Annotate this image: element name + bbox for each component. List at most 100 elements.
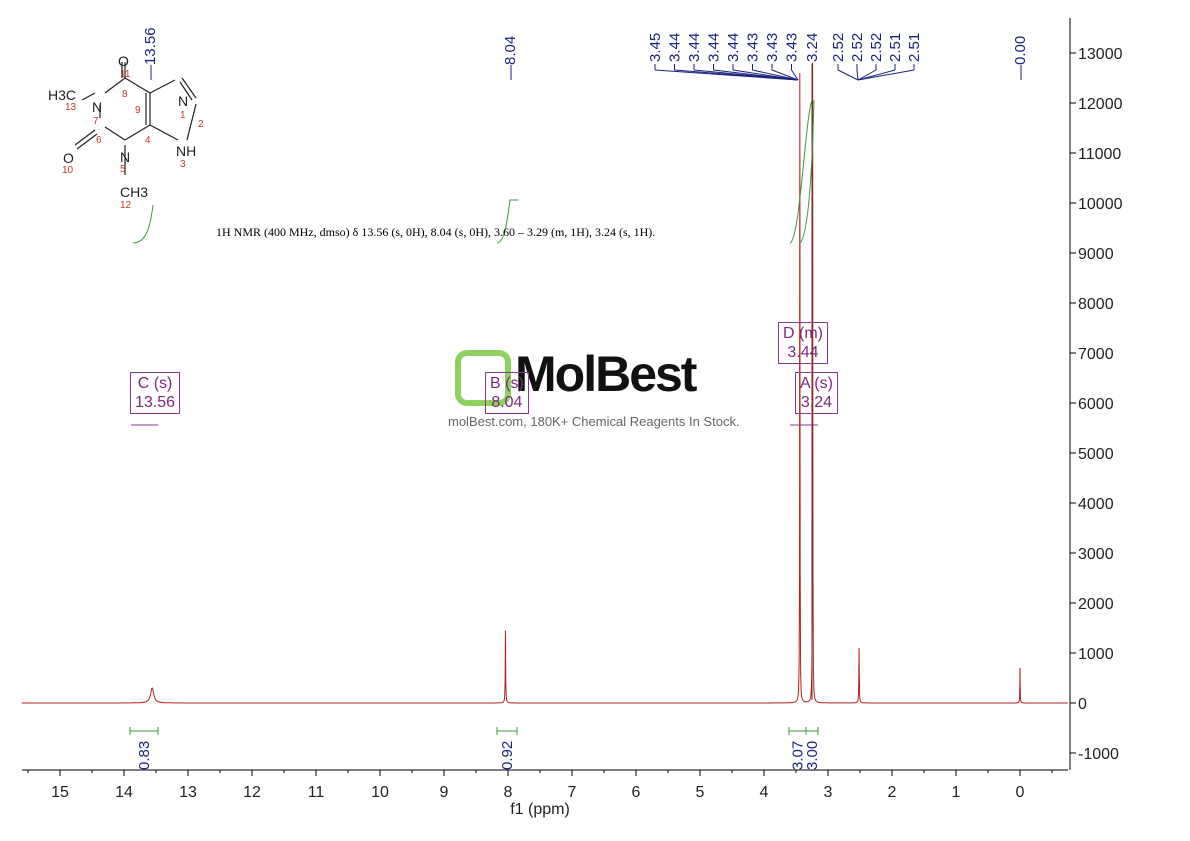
- spectrum-line: [21, 62, 1068, 704]
- x-tick-label: 9: [440, 784, 449, 801]
- y-tick-label: 4000: [1078, 496, 1114, 513]
- peak-label-3.44-group: 3.43: [745, 33, 762, 62]
- structure-atom-number: 9: [135, 105, 141, 116]
- structure-atom: N: [92, 99, 102, 115]
- peak-label-2.51-group: 2.52: [868, 33, 885, 62]
- peak-leader: [857, 69, 877, 81]
- multiplet-box-c: C (s) 13.56: [130, 372, 181, 414]
- structure-bond: [181, 77, 197, 99]
- y-tick-label: 8000: [1078, 296, 1114, 313]
- x-tick-label: 13: [179, 784, 197, 801]
- y-tick-label: 11000: [1078, 146, 1121, 163]
- structure-bond: [149, 124, 179, 141]
- structure-atom-number: 7: [93, 116, 99, 127]
- x-tick-label: 8: [504, 784, 513, 801]
- structure-atom-number: 4: [145, 135, 151, 146]
- y-tick-label: 6000: [1078, 396, 1114, 413]
- x-tick-label: 4: [760, 784, 769, 801]
- multiplet-box-a: A (s) 3.24: [795, 372, 838, 414]
- y-tick-label: 7000: [1078, 346, 1114, 363]
- hexagon-logo-icon: [455, 349, 511, 406]
- x-tick-label: 6: [632, 784, 641, 801]
- y-tick-label: 10000: [1078, 196, 1123, 213]
- peak-label-3.24: 3.24: [804, 33, 821, 62]
- structure-atom: CH3: [120, 184, 148, 200]
- structure-atom: O: [118, 53, 129, 69]
- structure-bond: [149, 79, 176, 94]
- y-tick-label: -1000: [1078, 746, 1119, 763]
- watermark-tagline: molBest.com, 180K+ Chemical Reagents In …: [448, 414, 740, 429]
- x-tick-label: 12: [243, 784, 261, 801]
- structure-bond: [81, 92, 96, 101]
- y-tick-label: 1000: [1078, 646, 1114, 663]
- peak-label-3.44-group: 3.44: [725, 33, 742, 62]
- peak-leader: [856, 69, 859, 81]
- integral-curve: [789, 99, 813, 244]
- integral-value: 3.07: [790, 741, 807, 770]
- structure-bond: [124, 77, 151, 94]
- structure-atom-number: 11: [120, 69, 131, 80]
- peak-label-3.44-group: 3.45: [647, 33, 664, 62]
- structure-atom-number: 8: [122, 89, 128, 100]
- watermark-logo: MolBest: [455, 345, 697, 406]
- peak-leader: [791, 69, 799, 81]
- peak-label-0.00: —0.00: [1012, 36, 1029, 80]
- peak-label-13.56: —13.56: [142, 27, 159, 80]
- nmr-annotation: 1H NMR (400 MHz, dmso) δ 13.56 (s, 0H), …: [216, 225, 656, 239]
- peak-leader: [837, 69, 859, 81]
- x-tick-label: 15: [51, 784, 69, 801]
- structure-bond: [104, 77, 126, 94]
- x-tick-label: 7: [568, 784, 577, 801]
- structure-atom-number: 13: [65, 102, 77, 113]
- peak-leader: [732, 69, 799, 81]
- integral-value: 0.92: [499, 741, 516, 770]
- integral-curve: [132, 204, 154, 244]
- structure-bond: [124, 124, 151, 141]
- structure-atom-number: 12: [120, 200, 132, 211]
- peak-leader: [857, 69, 896, 81]
- y-tick-label: 12000: [1078, 96, 1123, 113]
- structure-atom: N: [178, 93, 188, 109]
- integral-curve: [496, 199, 518, 244]
- peak-label-3.44-group: 3.44: [706, 33, 723, 62]
- x-axis-label: f1 (ppm): [510, 801, 570, 818]
- integral-value: 0.83: [136, 741, 153, 770]
- x-tick-label: 11: [308, 784, 325, 801]
- x-tick-label: 10: [371, 784, 389, 801]
- structure-bond: [179, 81, 193, 101]
- structure-atom-number: 6: [96, 135, 102, 146]
- y-tick-label: 0: [1078, 696, 1087, 713]
- peak-label-2.51-group: 2.52: [849, 33, 866, 62]
- peak-label-8.04: —8.04: [502, 36, 519, 80]
- integral-curve: [799, 99, 815, 244]
- structure-atom-number: 2: [198, 119, 204, 130]
- structure-atom-number: 10: [62, 165, 74, 176]
- structure-bond: [74, 129, 96, 146]
- multiplet-box-b: B (s) 8.04: [485, 372, 529, 414]
- structure-atom: NH: [176, 143, 196, 159]
- structure-atom-number: 3: [180, 159, 186, 170]
- peak-leader: [752, 69, 799, 81]
- peak-label-3.44-group: 3.43: [784, 33, 801, 62]
- structure-bond: [186, 103, 197, 141]
- structure-atom: O: [63, 150, 74, 166]
- peak-label-2.51-group: 2.51: [906, 33, 923, 62]
- integral-value: 3.00: [804, 741, 821, 770]
- peak-leader: [857, 69, 915, 81]
- x-tick-label: 5: [696, 784, 705, 801]
- y-tick-label: 9000: [1078, 246, 1114, 263]
- y-tick-label: 5000: [1078, 446, 1114, 463]
- y-tick-label: 2000: [1078, 596, 1114, 613]
- structure-atom: N: [120, 149, 130, 165]
- structure-atom-number: 5: [120, 164, 126, 175]
- peak-label-2.51-group: 2.51: [887, 33, 904, 62]
- x-tick-label: 14: [115, 784, 133, 801]
- structure-atom: H3C: [48, 87, 76, 103]
- peak-label-3.44-group: 3.43: [764, 33, 781, 62]
- peak-label-3.44-group: 3.44: [686, 33, 703, 62]
- peak-label-2.51-group: 2.52: [830, 33, 847, 62]
- multiplet-box-d: D (m) 3.44: [778, 322, 828, 364]
- structure-bond: [76, 133, 98, 150]
- structure-atom-number: 1: [180, 110, 186, 121]
